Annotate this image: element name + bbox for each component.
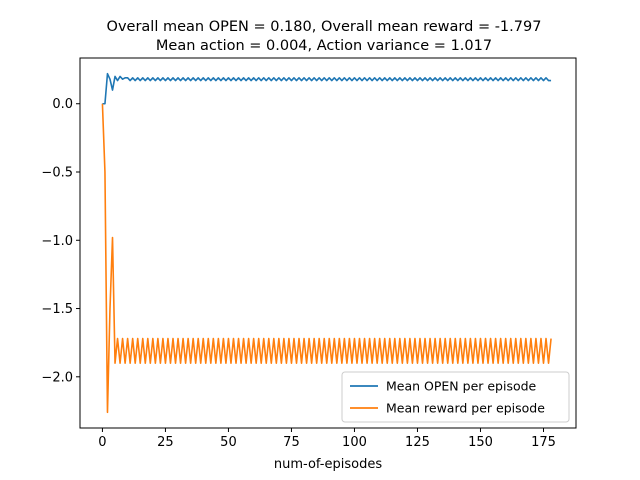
chart-title-line-1: Overall mean OPEN = 0.180, Overall mean … bbox=[107, 19, 542, 35]
y-tick-label: −1.5 bbox=[41, 302, 73, 317]
x-tick-label: 50 bbox=[220, 435, 237, 450]
y-tick-label: −1.0 bbox=[41, 234, 73, 249]
x-axis-label: num-of-episodes bbox=[274, 457, 382, 472]
chart-title-line-2: Mean action = 0.004, Action variance = 1… bbox=[156, 38, 492, 54]
plot-area bbox=[79, 57, 577, 429]
legend-label-mean-reward: Mean reward per episode bbox=[386, 401, 545, 416]
legend-box bbox=[341, 371, 570, 423]
x-tick-label: 175 bbox=[531, 435, 556, 450]
x-tick-label: 100 bbox=[342, 435, 367, 450]
x-tick-label: 125 bbox=[405, 435, 430, 450]
axes-frame bbox=[79, 57, 577, 429]
legend-label-mean-open: Mean OPEN per episode bbox=[386, 379, 537, 394]
y-axis-ticks: 0.0 −0.5 −1.0 −1.5 −2.0 bbox=[41, 97, 80, 385]
y-tick-label: −2.0 bbox=[41, 370, 73, 385]
x-axis-ticks: 0 25 50 75 100 125 150 175 bbox=[98, 428, 556, 450]
series-line-mean-reward bbox=[101, 103, 552, 414]
legend: Mean OPEN per episode Mean reward per epi… bbox=[341, 371, 570, 423]
chart-title: Overall mean OPEN = 0.180, Overall mean … bbox=[107, 19, 542, 54]
x-tick-label: 0 bbox=[98, 435, 106, 450]
x-tick-label: 25 bbox=[157, 435, 174, 450]
y-tick-label: 0.0 bbox=[52, 97, 73, 112]
y-tick-label: −0.5 bbox=[41, 166, 73, 181]
series-line-mean-open bbox=[102, 72, 552, 105]
x-tick-label: 150 bbox=[468, 435, 493, 450]
x-tick-label: 75 bbox=[283, 435, 300, 450]
